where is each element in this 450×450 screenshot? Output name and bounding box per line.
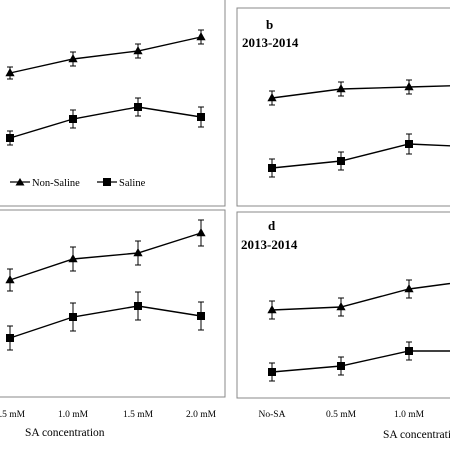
data-point-non-saline: [196, 32, 206, 41]
data-point-non-saline: [196, 228, 206, 237]
data-point-saline: [69, 313, 77, 321]
data-point-non-saline: [68, 54, 78, 63]
legend-non-saline-marker: [15, 178, 25, 186]
data-point-non-saline: [267, 305, 277, 314]
series-line-non-saline: [9, 36, 202, 74]
x-tick-label: 1.5 mM: [123, 410, 154, 420]
data-point-saline: [337, 157, 345, 165]
series-line-saline: [271, 143, 450, 169]
panel-d-letter: d: [268, 218, 276, 233]
x-axis-title-right: SA concentration: [383, 429, 450, 441]
series-line-saline: [9, 106, 202, 139]
data-point-non-saline: [336, 302, 346, 311]
data-point-non-saline: [68, 254, 78, 263]
panel-b-plot: [267, 79, 450, 178]
series-line-non-saline: [271, 282, 450, 311]
series-line-saline: [9, 305, 202, 339]
series-line-non-saline: [271, 85, 450, 99]
data-point-saline: [6, 334, 14, 342]
data-point-saline: [405, 140, 413, 148]
x-tick-label: 0.5 mM: [326, 410, 357, 420]
data-point-non-saline: [5, 275, 15, 284]
panel-b-frame: [236, 7, 450, 207]
data-point-non-saline: [133, 248, 143, 257]
data-point-saline: [134, 103, 142, 111]
panel-b-letter: b: [266, 17, 273, 32]
legend-saline-marker: [103, 178, 111, 186]
data-point-non-saline: [336, 84, 346, 93]
panel-a-plot: [5, 29, 206, 146]
panel-b-year: 2013-2014: [242, 35, 299, 50]
x-tick-label: No-SA: [259, 410, 286, 420]
legend-saline-label: Saline: [119, 178, 146, 189]
x-tick-label: 0.5 mM: [0, 410, 26, 420]
panel-d-year: 2013-2014: [241, 237, 298, 252]
data-point-saline: [6, 134, 14, 142]
legend-non-saline-label: Non-Saline: [32, 178, 80, 189]
legend: Non-Saline Saline: [10, 178, 146, 189]
panel-c-frame: [0, 209, 226, 398]
data-point-non-saline: [267, 93, 277, 102]
data-point-saline: [197, 113, 205, 121]
data-point-saline: [405, 347, 413, 355]
panel-d-frame: [236, 211, 450, 399]
data-point-saline: [337, 362, 345, 370]
data-point-non-saline: [133, 46, 143, 55]
x-axis-title-left: SA concentration: [25, 427, 105, 439]
data-point-saline: [69, 115, 77, 123]
data-point-non-saline: [5, 68, 15, 77]
x-tick-label: 1.0 mM: [58, 410, 89, 420]
data-point-non-saline: [404, 82, 414, 91]
data-point-non-saline: [404, 284, 414, 293]
series-line-non-saline: [9, 232, 202, 281]
data-point-saline: [134, 302, 142, 310]
panel-d-plot: [267, 279, 450, 382]
panel-frames: [0, 0, 450, 399]
panel-a-frame: [0, 0, 226, 207]
x-ticks-right: No-SA 0.5 mM 1.0 mM: [259, 410, 425, 420]
x-tick-label: 2.0 mM: [186, 410, 217, 420]
data-point-saline: [268, 368, 276, 376]
series-line-saline: [271, 350, 450, 373]
data-point-saline: [268, 164, 276, 172]
x-ticks-left: 0.5 mM 1.0 mM 1.5 mM 2.0 mM: [0, 410, 217, 420]
panel-c-plot: [5, 219, 206, 351]
data-point-saline: [197, 312, 205, 320]
x-tick-label: 1.0 mM: [394, 410, 425, 420]
